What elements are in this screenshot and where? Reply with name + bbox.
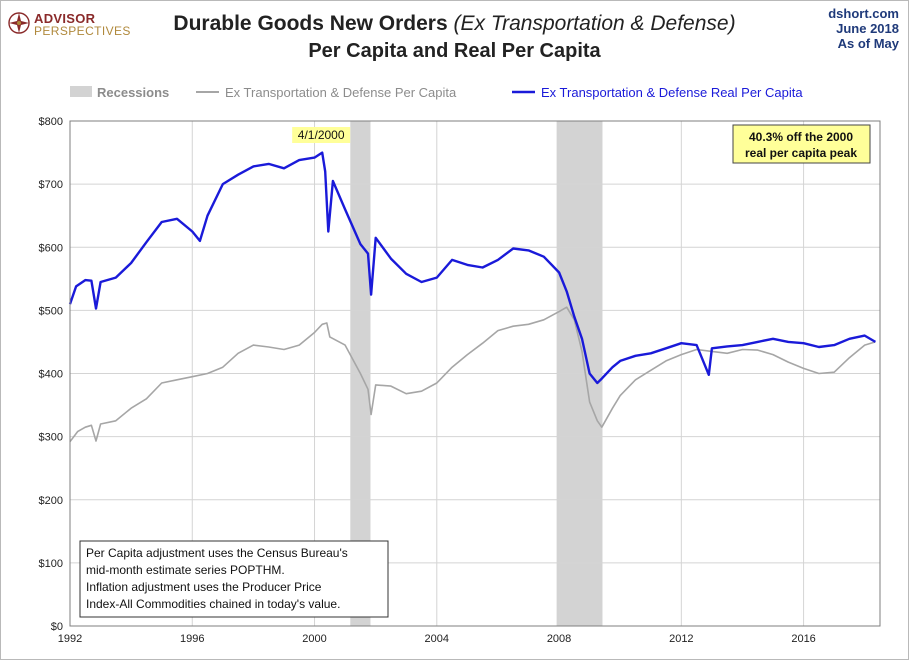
y-tick-label: $500 xyxy=(39,305,63,317)
note-line-3: Inflation adjustment uses the Producer P… xyxy=(86,580,322,594)
logo-text-top: ADVISOR xyxy=(34,11,96,26)
legend-label-nominal: Ex Transportation & Defense Per Capita xyxy=(225,85,457,100)
chart-title: Durable Goods New Orders (Ex Transportat… xyxy=(0,12,909,36)
x-tick-label: 1992 xyxy=(58,633,82,645)
series-line-real-per-capita xyxy=(68,151,877,385)
source-asof: As of May xyxy=(837,36,899,51)
plot-border xyxy=(69,120,881,627)
note-box xyxy=(79,540,389,618)
y-tick-label: $800 xyxy=(39,116,63,128)
note-line-4: Index-All Commodities chained in today's… xyxy=(86,597,340,611)
logo-text-bottom: PERSPECTIVES xyxy=(34,24,131,38)
series-line-nominal-per-capita xyxy=(69,306,876,443)
x-tick-label: 2004 xyxy=(425,633,449,645)
y-tick-label: $400 xyxy=(39,369,63,381)
y-tick-label: $100 xyxy=(39,558,63,570)
note-line-2: mid-month estimate series POPTHM. xyxy=(86,563,285,577)
legend-label-recessions: Recessions xyxy=(97,85,169,100)
y-tick-label: $0 xyxy=(51,621,63,633)
source-site: dshort.com xyxy=(828,6,899,21)
title-main: Durable Goods New Orders xyxy=(173,12,454,35)
x-tick-label: 2012 xyxy=(669,633,693,645)
x-tick-label: 2008 xyxy=(547,633,571,645)
legend-label-real: Ex Transportation & Defense Real Per Cap… xyxy=(541,85,803,100)
y-tick-label: $700 xyxy=(39,179,63,191)
title-qualifier: (Ex Transportation & Defense) xyxy=(453,12,736,35)
x-tick-label: 1996 xyxy=(180,633,204,645)
y-tick-label: $200 xyxy=(39,495,63,507)
legend-swatch-recessions xyxy=(70,86,92,97)
x-tick-label: 2000 xyxy=(302,633,326,645)
callout-line-1: 40.3% off the 2000 xyxy=(749,130,853,144)
callout-line-2: real per capita peak xyxy=(745,146,857,160)
advisor-perspectives-logo: ADVISOR PERSPECTIVES xyxy=(8,8,138,42)
chart-subtitle: Per Capita and Real Per Capita xyxy=(308,40,601,62)
note-line-1: Per Capita adjustment uses the Census Bu… xyxy=(86,546,348,560)
y-tick-label: $600 xyxy=(39,242,63,254)
source-block: dshort.com June 2018 As of May xyxy=(828,6,899,51)
x-tick-label: 2016 xyxy=(791,633,815,645)
source-date: June 2018 xyxy=(836,21,899,36)
callout-box xyxy=(732,124,871,164)
peak-label-box xyxy=(292,127,351,143)
compass-rose-icon xyxy=(8,12,30,34)
peak-date-label: 4/1/2000 xyxy=(298,128,345,142)
y-tick-label: $300 xyxy=(39,432,63,444)
